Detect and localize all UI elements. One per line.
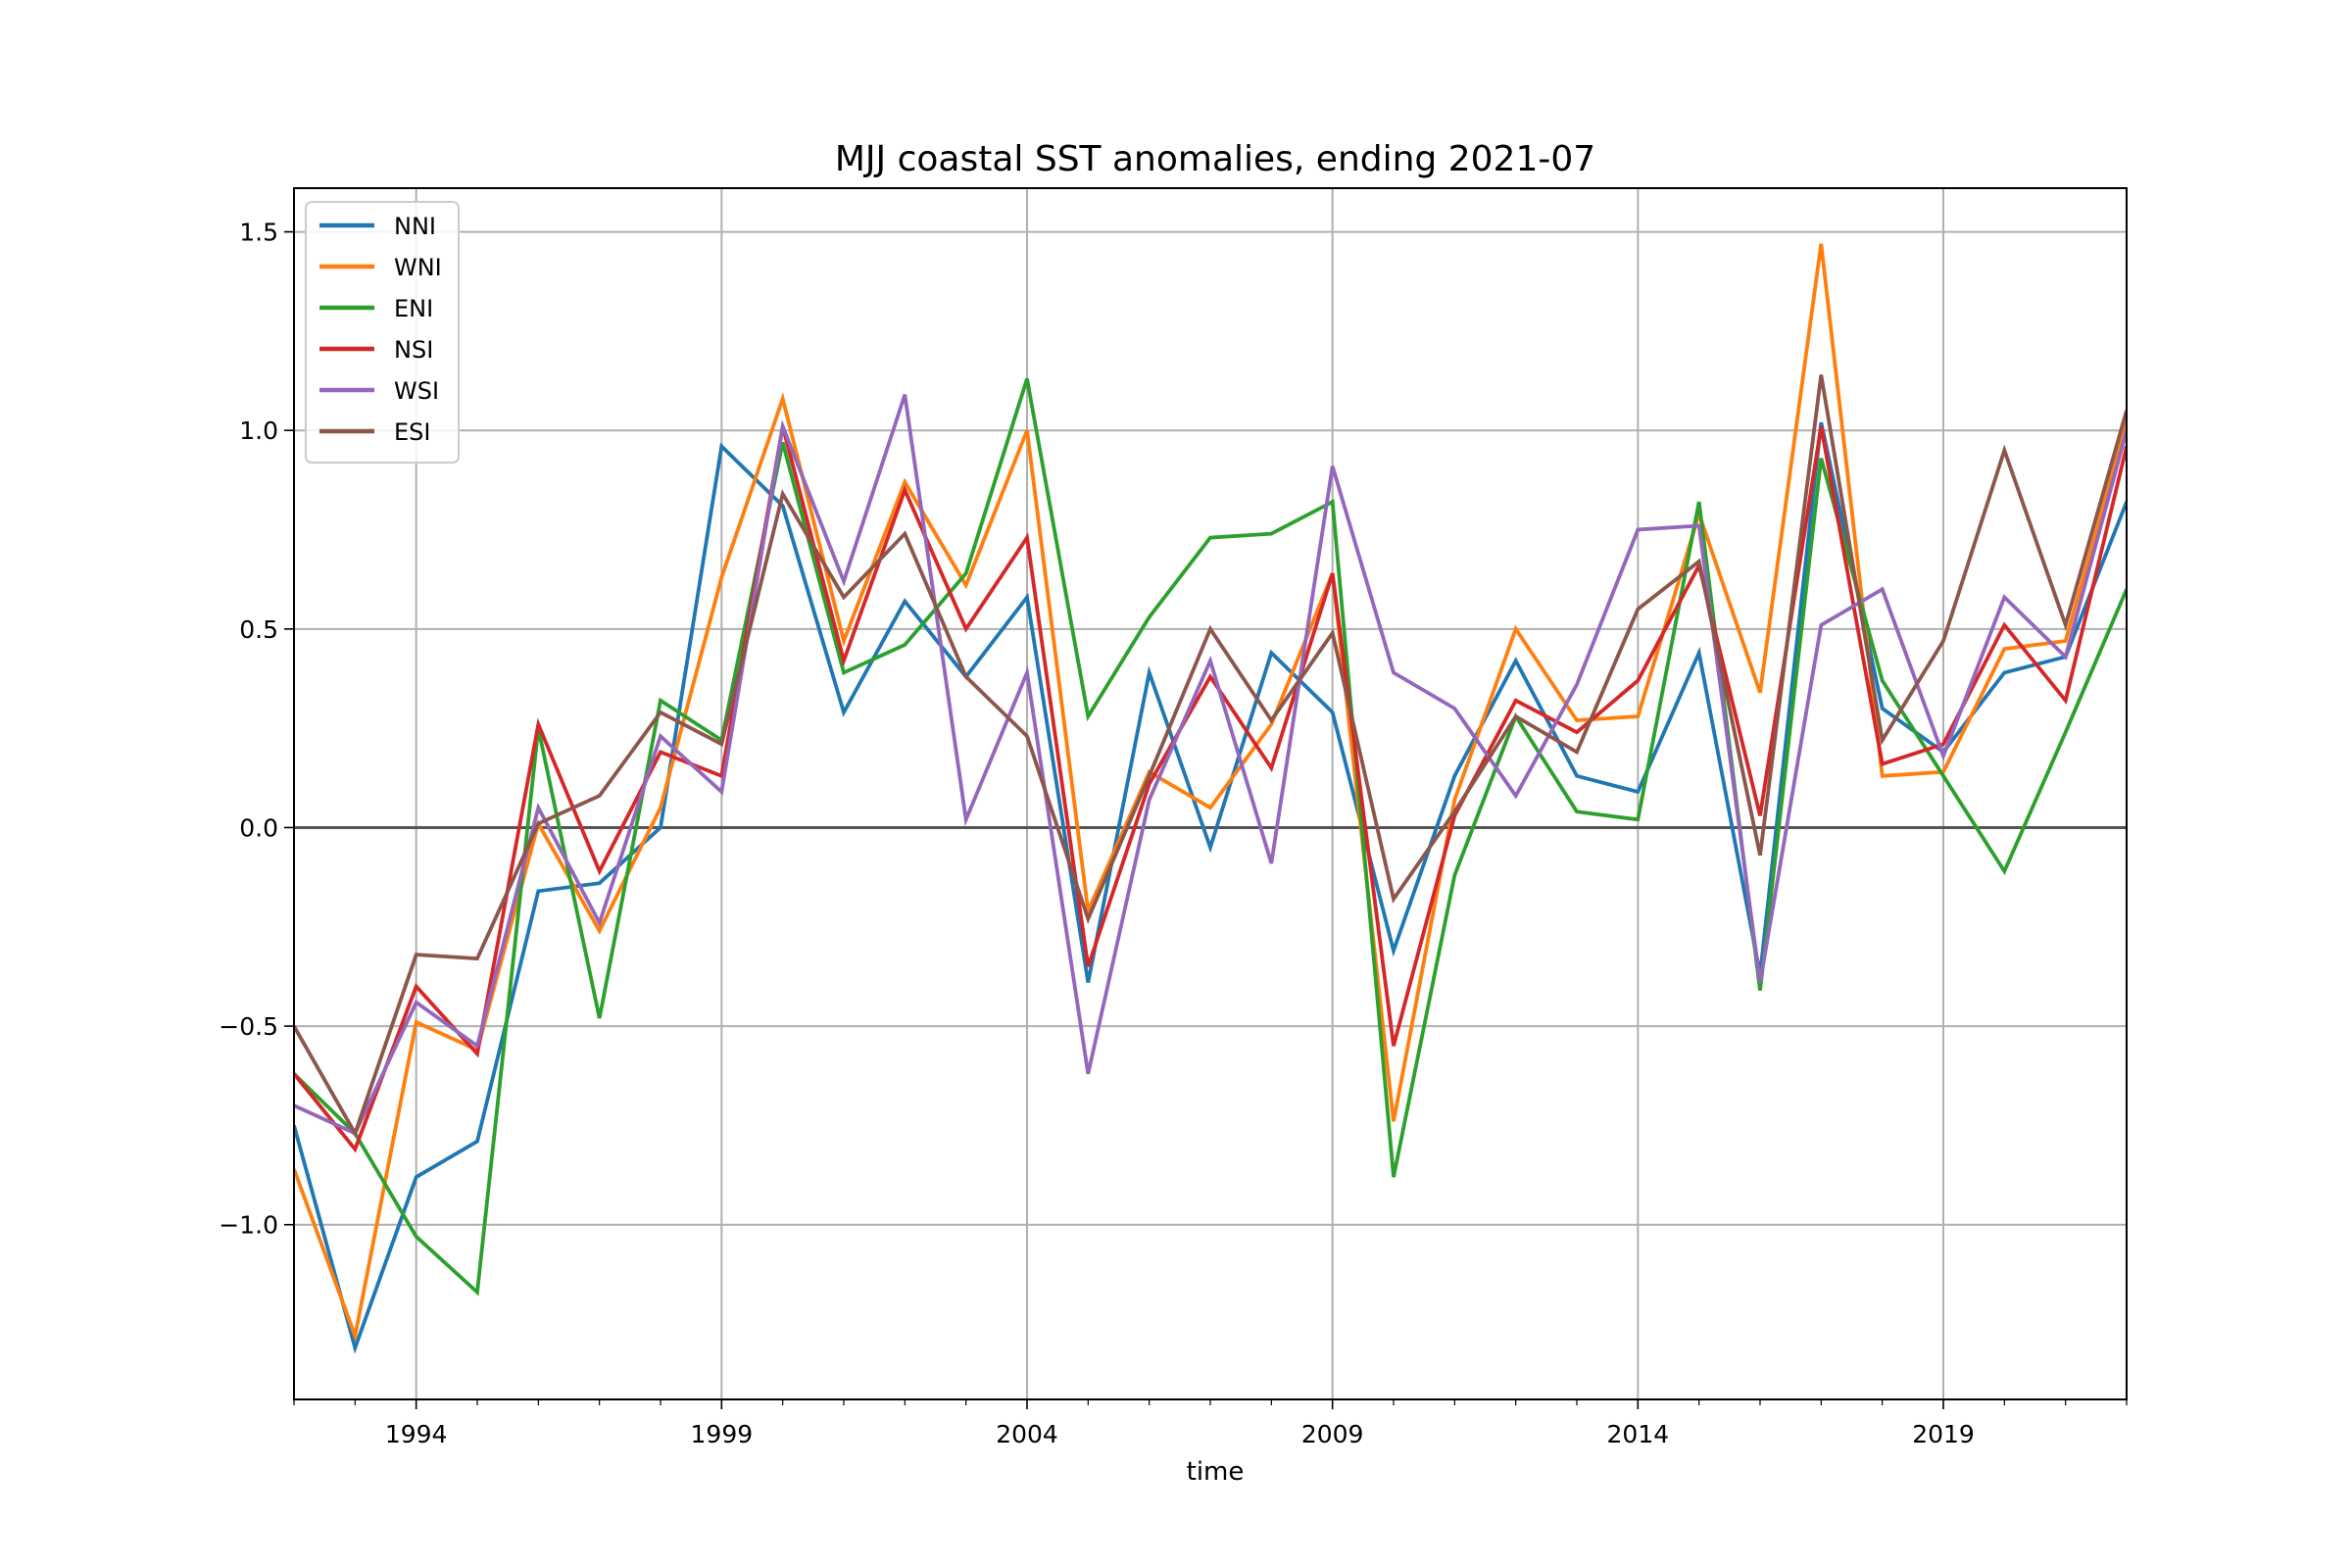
y-tick-label: −0.5 xyxy=(219,1012,278,1041)
legend-label-wni: WNI xyxy=(394,254,442,281)
x-tick-label: 1994 xyxy=(385,1420,448,1448)
x-tick-label: 2019 xyxy=(1912,1420,1975,1448)
x-tick-label: 2004 xyxy=(996,1420,1058,1448)
series-line-nsi xyxy=(294,425,2127,1153)
y-tick-label: 0.0 xyxy=(239,813,278,842)
x-tick-label: 2014 xyxy=(1607,1420,1670,1448)
x-tick-label: 2009 xyxy=(1301,1420,1364,1448)
series-line-esi xyxy=(294,374,2127,1139)
legend-label-eni: ENI xyxy=(394,295,433,322)
series-line-nni xyxy=(294,421,2127,1354)
legend-box xyxy=(305,201,460,464)
x-tick-label: 1999 xyxy=(691,1420,754,1448)
axis-ticks: 1994 1999 2004 2009 2014 2019 −1.0 −0.5 0.0 0.5 1.… xyxy=(219,219,2128,1448)
chart-title: MJJ coastal SST anomalies, ending 2021-0… xyxy=(835,139,1595,179)
legend-label-esi: ESI xyxy=(394,418,430,446)
series-lines xyxy=(294,243,2127,1354)
series-line-wsi xyxy=(294,394,2127,1137)
series-group xyxy=(294,243,2127,1354)
legend-label-wsi: WSI xyxy=(394,377,439,405)
legend-label-nni: NNI xyxy=(394,213,436,240)
y-tick-label: −1.0 xyxy=(219,1211,278,1240)
series-line-eni xyxy=(294,377,2127,1297)
legend: NNI WNI ENI NSI WSI ESI xyxy=(305,201,460,464)
legend-label-nsi: NSI xyxy=(394,336,433,364)
x-axis-label: time xyxy=(1187,1457,1245,1487)
series-line-wni xyxy=(294,243,2127,1344)
y-tick-label: 1.5 xyxy=(239,219,278,247)
y-tick-label: 1.0 xyxy=(239,416,278,445)
y-tick-label: 0.5 xyxy=(239,615,278,644)
